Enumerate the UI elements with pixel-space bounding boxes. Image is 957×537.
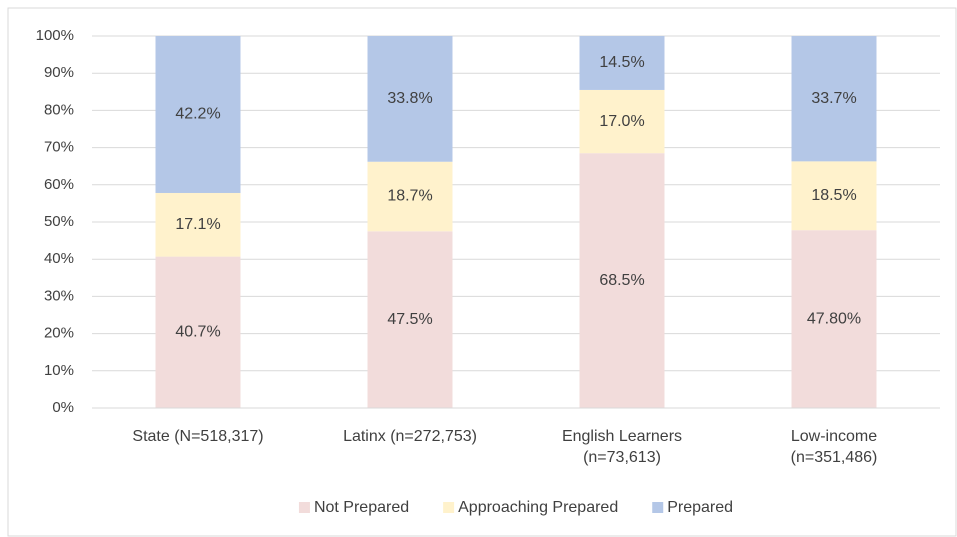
y-tick-label: 10% <box>44 362 74 379</box>
legend-swatch <box>652 502 664 513</box>
legend-swatch <box>298 502 310 513</box>
bar-segment <box>155 36 241 193</box>
x-tick-label: Low-income <box>791 428 877 445</box>
legend-label: Prepared <box>667 499 733 516</box>
y-tick-label: 60% <box>44 176 74 193</box>
y-tick-label: 70% <box>44 139 74 156</box>
legend-swatch <box>443 502 455 513</box>
bar-segment <box>579 36 665 90</box>
data-label: 68.5% <box>599 272 644 289</box>
data-label: 40.7% <box>175 324 220 341</box>
y-tick-label: 50% <box>44 213 74 230</box>
data-label: 42.2% <box>175 106 220 123</box>
bar-segment <box>791 161 877 231</box>
data-label: 47.5% <box>387 311 432 328</box>
y-tick-label: 80% <box>44 101 74 118</box>
data-label: 18.7% <box>387 188 432 205</box>
y-tick-label: 0% <box>52 399 74 416</box>
x-tick-label: (n=73,613) <box>583 449 661 466</box>
bar-segment <box>367 161 453 232</box>
legend: Not Prepared Approaching Prepared Prepared <box>298 499 733 516</box>
y-tick-label: 20% <box>44 325 74 342</box>
bar-segment <box>791 36 877 162</box>
x-tick-label: English Learners <box>562 428 682 445</box>
bar-segment <box>579 89 665 154</box>
bar-segment <box>579 153 665 408</box>
data-label: 14.5% <box>599 54 644 71</box>
bar-segment <box>155 192 241 257</box>
y-tick-label: 30% <box>44 287 74 304</box>
x-tick-label: (n=351,486) <box>791 449 878 466</box>
legend-label: Approaching Prepared <box>458 499 618 516</box>
data-label: 33.8% <box>387 90 432 107</box>
legend-label: Not Prepared <box>314 499 409 516</box>
bar-segment <box>155 256 241 408</box>
y-tick-label: 100% <box>36 27 74 44</box>
data-label: 18.5% <box>811 187 856 204</box>
bar-segment <box>367 36 453 162</box>
x-tick-label: State (N=518,317) <box>132 428 263 445</box>
x-tick-label: Latinx (n=272,753) <box>343 428 477 445</box>
bar-segment <box>791 230 877 408</box>
y-tick-label: 40% <box>44 250 74 267</box>
data-label: 17.0% <box>599 113 644 130</box>
data-label: 47.80% <box>807 310 861 327</box>
y-tick-label: 90% <box>44 64 74 81</box>
data-label: 17.1% <box>175 216 220 233</box>
bar-segment <box>367 231 453 408</box>
data-label: 33.7% <box>811 90 856 107</box>
